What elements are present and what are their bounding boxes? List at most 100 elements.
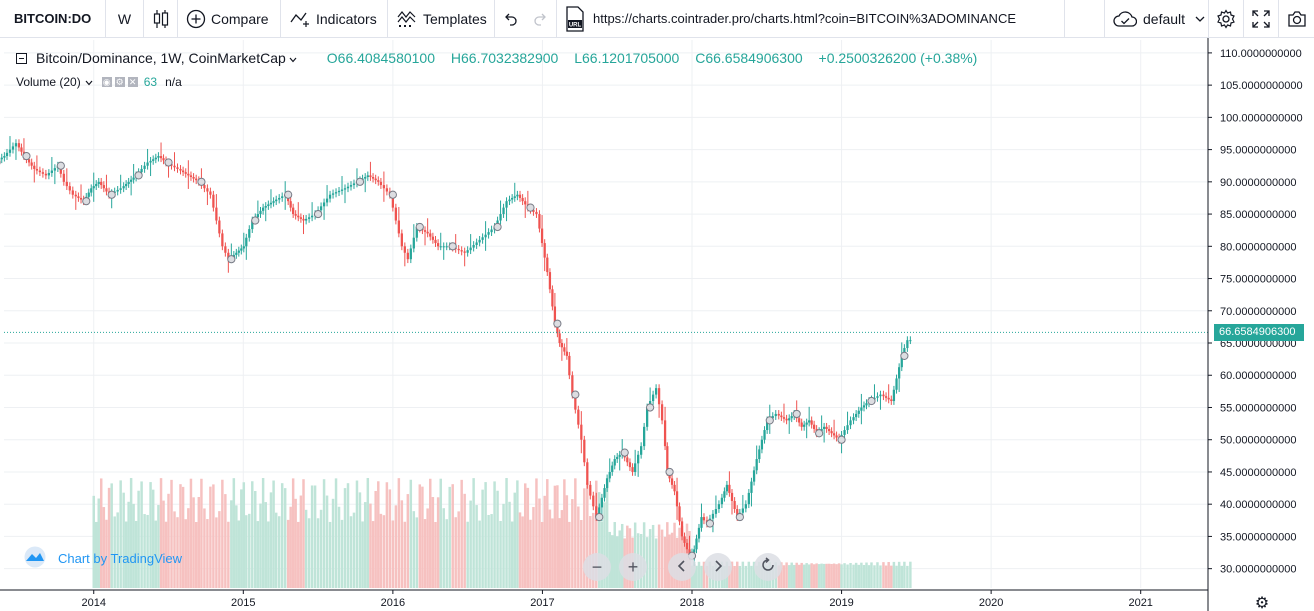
candle-body: [763, 430, 766, 440]
candle-body: [325, 198, 329, 203]
event-marker: [355, 177, 365, 186]
candle-body: [589, 484, 592, 496]
volume-bar: [140, 481, 143, 588]
candle-body: [744, 504, 747, 509]
axis-settings-gear-icon[interactable]: ⚙: [1255, 593, 1269, 611]
candle-body: [436, 243, 440, 247]
volume-bar: [415, 517, 419, 588]
low-value: L66.1201705000: [574, 50, 680, 66]
compare-button[interactable]: Compare: [178, 0, 281, 38]
candle-body: [278, 197, 281, 200]
series-title[interactable]: Bitcoin/Dominance, 1W, CoinMarketCap: [36, 50, 286, 66]
eye-icon[interactable]: ◉: [101, 77, 112, 87]
candle-body: [38, 170, 42, 173]
volume-bar: [521, 516, 524, 588]
candle-body: [340, 189, 344, 191]
candle-body: [714, 509, 718, 514]
chevron-down-icon[interactable]: [289, 50, 297, 66]
fullscreen-button[interactable]: [1244, 0, 1279, 38]
volume-bar: [242, 482, 246, 588]
candle-body: [862, 405, 866, 408]
reset-icon: [760, 556, 776, 578]
volume-bar: [421, 486, 424, 588]
volume-bar: [693, 561, 696, 588]
interval-button[interactable]: W: [106, 0, 144, 38]
scroll-right-button[interactable]: [704, 553, 732, 581]
candle-body: [289, 201, 292, 208]
indicators-button[interactable]: Indicators: [281, 0, 388, 38]
candle-body: [146, 162, 149, 166]
candle-body: [159, 156, 163, 159]
event-marker: [620, 448, 629, 457]
candle-body: [660, 404, 664, 421]
zoom-out-button[interactable]: −: [583, 553, 611, 581]
candle-body: [445, 246, 448, 248]
event-marker: [415, 222, 424, 232]
price-chart[interactable]: 30.0000000000 35.0000000000 40.0000000000 4…: [0, 38, 1314, 611]
volume-bar: [780, 562, 783, 588]
volume-bar: [648, 529, 652, 588]
volume-bar: [116, 512, 119, 588]
price-axis-label: 30.0000000000: [1220, 564, 1296, 576]
templates-button[interactable]: Templates: [388, 0, 495, 38]
event-marker: [867, 396, 876, 406]
redo-button[interactable]: [525, 0, 557, 38]
candle-body: [697, 527, 701, 539]
close-icon[interactable]: ✕: [127, 77, 138, 87]
tradingview-branding[interactable]: Chart by TradingView: [20, 546, 182, 571]
volume-bar: [862, 564, 866, 588]
volume-bar: [795, 562, 798, 588]
volume-bar: [423, 519, 427, 588]
volume-bar: [334, 478, 338, 588]
plus-icon: +: [627, 556, 639, 577]
snapshot-button[interactable]: [1279, 0, 1314, 38]
candle-body: [251, 220, 254, 230]
chart-type-button[interactable]: [144, 0, 178, 38]
url-field[interactable]: URL https://charts.cointrader.pro/charts…: [557, 0, 1065, 38]
candle-body: [374, 178, 377, 181]
zoom-in-button[interactable]: +: [619, 553, 647, 581]
candle-body: [162, 158, 165, 161]
candle-body: [808, 420, 811, 423]
candle-body: [397, 220, 400, 234]
volume-bar: [143, 514, 146, 588]
volume-bar: [200, 478, 203, 588]
settings-button[interactable]: [1209, 0, 1244, 38]
volume-bar: [546, 479, 549, 588]
candle-body: [733, 500, 736, 510]
volume-bar: [184, 519, 187, 588]
volume-bar: [860, 562, 863, 588]
volume-bar: [615, 536, 619, 588]
layout-menu-button[interactable]: default: [1105, 0, 1209, 38]
settings-icon[interactable]: ⚙: [114, 77, 125, 87]
volume-label[interactable]: Volume (20): [16, 75, 81, 89]
collapse-legend-icon[interactable]: [16, 52, 27, 64]
reset-chart-button[interactable]: [754, 553, 782, 581]
volume-bar: [374, 490, 377, 588]
volume-bar: [313, 485, 317, 588]
candle-body: [882, 394, 885, 397]
price-axis-label: 45.0000000000: [1220, 467, 1296, 479]
volume-bar: [892, 561, 896, 588]
candle-body: [322, 202, 326, 207]
candle-body: [876, 396, 879, 398]
undo-button[interactable]: [495, 0, 525, 38]
candle-body: [281, 196, 284, 198]
candle-body: [516, 194, 519, 197]
volume-bar: [391, 520, 395, 588]
volume-bar: [358, 492, 362, 588]
candle-body: [469, 247, 472, 251]
candle-body: [546, 257, 549, 273]
volume-bar: [194, 521, 198, 588]
candle-body: [394, 207, 397, 221]
event-marker: [388, 190, 397, 199]
candle-body: [774, 413, 777, 417]
symbol-search-button[interactable]: BITCOIN:DO: [0, 0, 106, 38]
scroll-left-button[interactable]: [668, 553, 696, 581]
volume-bar: [434, 521, 437, 588]
chevron-down-icon[interactable]: [85, 75, 93, 89]
candle-body: [895, 378, 898, 390]
volume-bar: [129, 478, 133, 588]
volume-bar: [608, 531, 611, 588]
volume-bar: [289, 506, 292, 588]
